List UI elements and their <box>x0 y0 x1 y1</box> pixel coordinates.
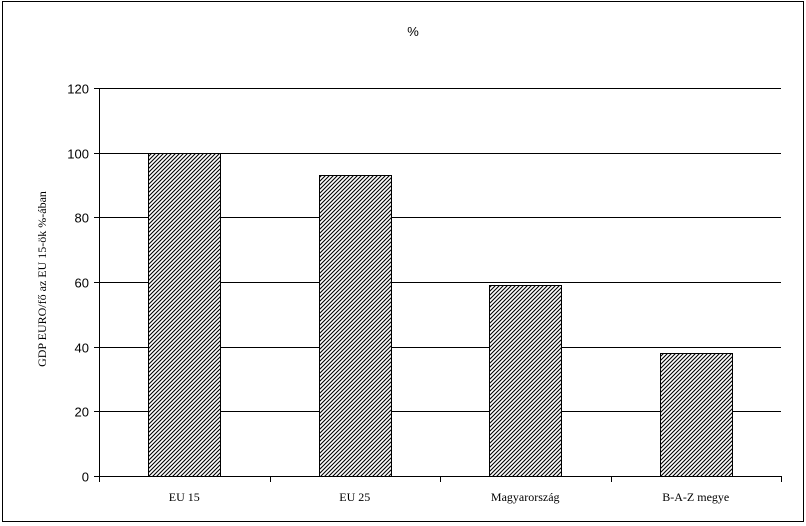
y-tick-label: 60 <box>75 276 89 291</box>
x-tick-label: B-A-Z megye <box>662 490 729 504</box>
bar-1 <box>319 175 392 477</box>
bar-0 <box>148 153 221 477</box>
chart-title: % <box>407 24 419 39</box>
bar-2 <box>489 285 562 477</box>
x-tick-label: EU 25 <box>339 490 370 504</box>
bars <box>148 153 733 477</box>
y-tick-label: 120 <box>67 82 89 97</box>
x-tick-label: EU 15 <box>169 490 200 504</box>
x-tick-label: Magyarország <box>491 490 560 504</box>
y-tick-label: 20 <box>75 405 89 420</box>
y-tick-label: 80 <box>75 211 89 226</box>
bar-3 <box>660 353 733 477</box>
x-tick-labels: EU 15 EU 25 Magyarország B-A-Z megye <box>169 490 729 504</box>
bar-chart: % GDP EURO/fő az EU 15-ök %-ában 0 20 40 60… <box>35 24 782 504</box>
y-tick-label: 40 <box>75 341 89 356</box>
axes <box>94 88 782 482</box>
y-axis-label: GDP EURO/fő az EU 15-ök %-ában <box>35 191 49 367</box>
y-tick-labels: 0 20 40 60 80 100 120 <box>67 82 89 485</box>
y-tick-label: 100 <box>67 147 89 162</box>
y-tick-label: 0 <box>82 470 89 485</box>
